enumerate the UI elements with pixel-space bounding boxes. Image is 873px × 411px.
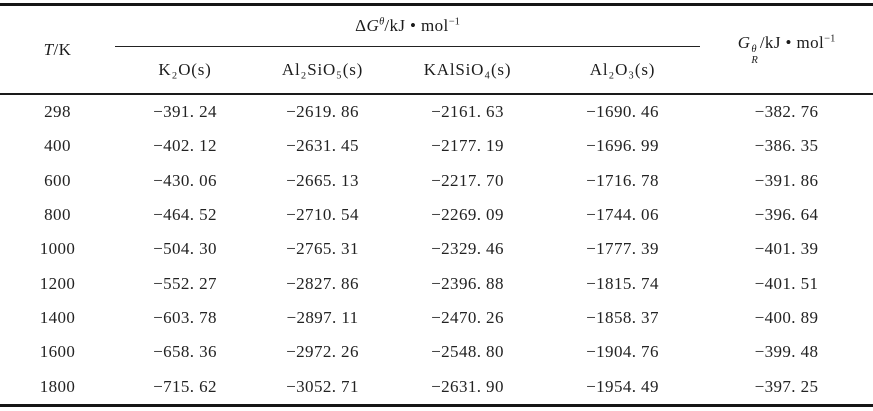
cell-k2o: −430. 06 bbox=[153, 170, 217, 190]
cell-gr: −391. 86 bbox=[754, 170, 819, 190]
temperature-symbol: T bbox=[43, 39, 54, 59]
cell-temperature: 1800 bbox=[39, 376, 76, 396]
cell-al2sio5: −2827. 86 bbox=[286, 273, 359, 293]
cell-al2sio5: −2665. 13 bbox=[286, 170, 359, 190]
table-row: 800 −464. 52 −2710. 54 −2269. 09 −1744. … bbox=[0, 198, 873, 232]
cell-k2o: −391. 24 bbox=[153, 102, 217, 122]
cell-al2sio5: −2972. 26 bbox=[286, 342, 359, 362]
cell-temperature: 1200 bbox=[39, 273, 76, 293]
cell-kalsio4: −2269. 09 bbox=[431, 205, 504, 225]
cell-al2o3: −1696. 99 bbox=[586, 136, 659, 156]
cell-gr: −401. 39 bbox=[754, 239, 819, 259]
cell-temperature: 1600 bbox=[39, 342, 76, 362]
cell-gr: −397. 25 bbox=[754, 376, 819, 396]
header-species-k2o: K₂O(s) bbox=[115, 46, 255, 95]
reaction-subscript: R bbox=[751, 55, 758, 67]
gibbs-reaction-symbol: G bbox=[737, 32, 751, 52]
table-row: 400 −402. 12 −2631. 45 −2177. 19 −1696. … bbox=[0, 129, 873, 163]
cell-al2o3: −1954. 49 bbox=[586, 376, 659, 396]
table-row: 1000 −504. 30 −2765. 31 −2329. 46 −1777.… bbox=[0, 232, 873, 266]
cell-k2o: −464. 52 bbox=[153, 205, 217, 225]
table-row: 600 −430. 06 −2665. 13 −2217. 70 −1716. … bbox=[0, 164, 873, 198]
delta-symbol: Δ bbox=[355, 16, 367, 35]
cell-temperature: 298 bbox=[44, 102, 71, 122]
cell-al2o3: −1858. 37 bbox=[586, 308, 659, 328]
cell-kalsio4: −2217. 70 bbox=[431, 170, 504, 190]
cell-al2o3: −1690. 46 bbox=[586, 102, 659, 122]
cell-gr: −399. 48 bbox=[754, 342, 819, 362]
cell-al2sio5: −2765. 31 bbox=[286, 239, 359, 259]
cell-al2sio5: −2897. 11 bbox=[286, 308, 359, 328]
cell-temperature: 400 bbox=[44, 136, 71, 156]
cell-gr: −382. 76 bbox=[754, 102, 819, 122]
exponent-minus-one: −1 bbox=[824, 32, 836, 44]
cell-al2o3: −1744. 06 bbox=[586, 205, 659, 225]
cell-kalsio4: −2548. 80 bbox=[431, 342, 504, 362]
gibbs-symbol: G bbox=[366, 16, 380, 35]
delta-g-unit: /kJ • mol bbox=[384, 16, 449, 35]
cell-al2o3: −1716. 78 bbox=[586, 170, 659, 190]
cell-k2o: −552. 27 bbox=[153, 273, 217, 293]
cell-kalsio4: −2470. 26 bbox=[431, 308, 504, 328]
theta-superscript: θ bbox=[379, 16, 385, 28]
gibbs-reaction-unit: /kJ • mol bbox=[759, 32, 825, 52]
cell-gr: −386. 35 bbox=[754, 136, 819, 156]
header-species-al2sio5: Al₂SiO₅(s) bbox=[255, 46, 390, 95]
cell-kalsio4: −2631. 90 bbox=[431, 376, 504, 396]
header-row-species: K₂O(s) Al₂SiO₅(s) KAlSiO₄(s) Al₂O₃(s) bbox=[0, 46, 873, 95]
cell-kalsio4: −2329. 46 bbox=[431, 239, 504, 259]
cell-temperature: 1400 bbox=[39, 308, 76, 328]
cell-gr: −400. 89 bbox=[754, 308, 819, 328]
cell-kalsio4: −2396. 88 bbox=[431, 273, 504, 293]
cell-al2o3: −1777. 39 bbox=[586, 239, 659, 259]
temperature-unit: /K bbox=[53, 39, 72, 59]
header-delta-g-group: ΔGθ/kJ • mol−1 bbox=[115, 4, 701, 47]
cell-k2o: −402. 12 bbox=[153, 136, 217, 156]
cell-kalsio4: −2161. 63 bbox=[431, 102, 504, 122]
cell-temperature: 1000 bbox=[39, 239, 76, 259]
exponent-minus-one: −1 bbox=[448, 16, 460, 28]
cell-gr: −401. 51 bbox=[754, 273, 819, 293]
table-row: 1600 −658. 36 −2972. 26 −2548. 80 −1904.… bbox=[0, 335, 873, 369]
table-body: 298 −391. 24 −2619. 86 −2161. 63 −1690. … bbox=[0, 94, 873, 406]
cell-gr: −396. 64 bbox=[754, 205, 819, 225]
cell-temperature: 800 bbox=[44, 205, 71, 225]
cell-temperature: 600 bbox=[44, 170, 71, 190]
cell-al2o3: −1815. 74 bbox=[586, 273, 659, 293]
theta-superscript: θ bbox=[751, 44, 757, 56]
table-row: 1400 −603. 78 −2897. 11 −2470. 26 −1858.… bbox=[0, 301, 873, 335]
header-species-al2o3: Al₂O₃(s) bbox=[545, 46, 701, 95]
cell-k2o: −603. 78 bbox=[153, 308, 217, 328]
cell-kalsio4: −2177. 19 bbox=[431, 136, 504, 156]
table-row: 1200 −552. 27 −2827. 86 −2396. 88 −1815.… bbox=[0, 267, 873, 301]
cell-al2o3: −1904. 76 bbox=[586, 342, 659, 362]
cell-al2sio5: −2619. 86 bbox=[286, 102, 359, 122]
header-species-kalsio4: KAlSiO₄(s) bbox=[390, 46, 545, 95]
header-temperature: T/K bbox=[0, 4, 115, 95]
table-row: 1800 −715. 62 −3052. 71 −2631. 90 −1954.… bbox=[0, 370, 873, 406]
table-row: 298 −391. 24 −2619. 86 −2161. 63 −1690. … bbox=[0, 94, 873, 129]
cell-k2o: −715. 62 bbox=[153, 376, 217, 396]
cell-k2o: −504. 30 bbox=[153, 239, 217, 259]
cell-k2o: −658. 36 bbox=[153, 342, 217, 362]
cell-al2sio5: −2710. 54 bbox=[286, 205, 359, 225]
cell-al2sio5: −3052. 71 bbox=[286, 376, 359, 396]
cell-al2sio5: −2631. 45 bbox=[286, 136, 359, 156]
